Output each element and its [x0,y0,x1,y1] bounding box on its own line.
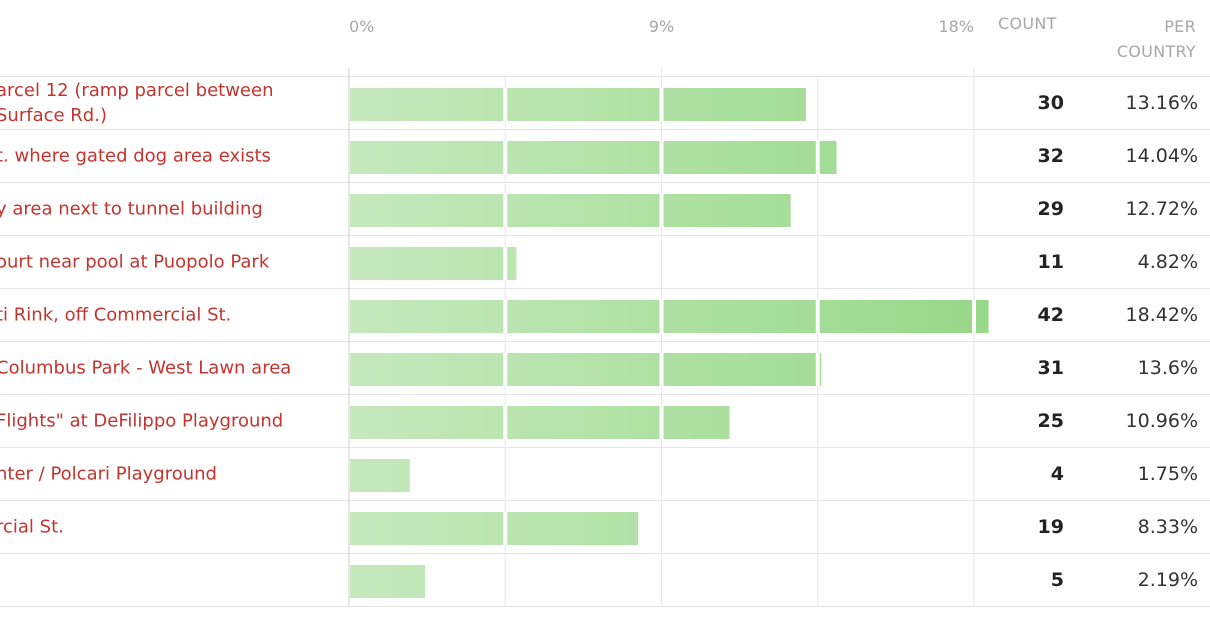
table-row: Columbus Park - West Lawn area 31 13.6% [0,342,1210,395]
row-count: 4 [1050,463,1064,485]
row-percent: 10.96% [1125,410,1198,432]
row-count: 19 [1037,516,1064,538]
x-tick-label: 18% [938,17,974,36]
row-label[interactable]: ti Rink, off Commercial St. [0,304,232,326]
column-header-count: COUNT [998,14,1057,33]
row-percent: 14.04% [1125,145,1198,167]
row-count: 5 [1050,569,1064,591]
row-label[interactable]: t. where gated dog area exists [0,145,271,167]
x-tick-label: 0% [349,17,374,36]
row-count: 25 [1037,410,1064,432]
table-row: arcel 12 (ramp parcel between Surface Rd… [0,77,1210,130]
row-percent: 13.16% [1125,92,1198,114]
x-tick-label: 9% [649,17,674,36]
row-count: 31 [1037,357,1064,379]
table-row: 5 2.19% [0,554,1210,607]
table-row: ourt near pool at Puopolo Park 11 4.82% [0,236,1210,289]
row-count: 30 [1037,92,1064,114]
row-percent: 1.75% [1137,463,1198,485]
row-percent: 8.33% [1137,516,1198,538]
row-label[interactable]: nter / Polcari Playground [0,463,217,485]
row-label[interactable]: arcel 12 (ramp parcel between Surface Rd… [0,80,274,126]
row-percent: 4.82% [1137,251,1198,273]
row-percent: 13.6% [1137,357,1198,379]
row-label[interactable]: ourt near pool at Puopolo Park [0,251,270,273]
table-row: rcial St. 19 8.33% [0,501,1210,554]
row-percent: 12.72% [1125,198,1198,220]
row-label[interactable]: Flights" at DeFilippo Playground [0,410,284,432]
row-percent: 2.19% [1137,569,1198,591]
column-header-per-country: PER COUNTRY [1116,17,1196,61]
row-count: 32 [1037,145,1064,167]
row-percent: 18.42% [1125,304,1198,326]
header-divider [0,76,1210,77]
table-row: nter / Polcari Playground 4 1.75% [0,448,1210,501]
row-count: 42 [1037,304,1064,326]
table-row: y area next to tunnel building 29 12.72% [0,183,1210,236]
table-row: t. where gated dog area exists 32 14.04% [0,130,1210,183]
table-row: Flights" at DeFilippo Playground 25 10.96% [0,395,1210,448]
row-count: 29 [1037,198,1064,220]
row-label[interactable]: y area next to tunnel building [0,198,263,220]
table-row: ti Rink, off Commercial St. 42 18.42% [0,289,1210,342]
row-label[interactable]: rcial St. [0,516,64,538]
row-label[interactable]: Columbus Park - West Lawn area [0,357,292,379]
row-count: 11 [1037,251,1064,273]
